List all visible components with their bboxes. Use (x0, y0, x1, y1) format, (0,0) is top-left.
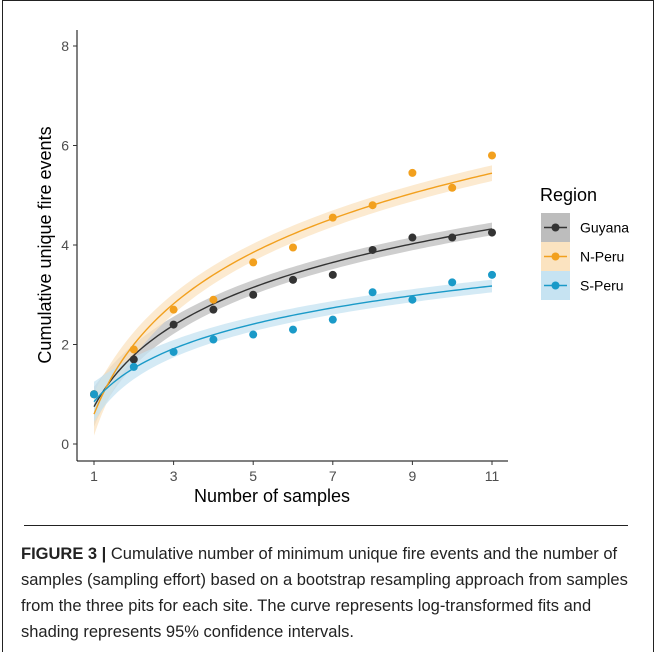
data-point-n-peru (129, 345, 138, 354)
data-point-n-peru (328, 213, 337, 222)
figure-caption: FIGURE 3 | Cumulative number of minimum … (21, 541, 641, 645)
legend-label: N-Peru (580, 249, 624, 265)
fit-line-s-peru (93, 285, 493, 403)
y-tick-label: 6 (61, 138, 69, 154)
data-point-guyana (368, 245, 377, 254)
ci-band-s-peru (94, 279, 492, 422)
data-point-guyana (169, 320, 178, 329)
x-tick-label: 3 (170, 468, 178, 484)
legend-key-point (551, 281, 560, 290)
x-ticks: 1 3 5 7 9 11 (90, 461, 499, 484)
data-point-guyana (289, 275, 297, 284)
data-point-n-peru (289, 243, 297, 252)
caption-divider (24, 525, 628, 526)
legend-key-point (551, 223, 560, 232)
data-point-guyana (209, 305, 218, 314)
x-tick-label: 11 (485, 468, 500, 484)
data-point-s-peru (169, 347, 178, 356)
legend-title: Region (540, 185, 597, 205)
data-point-s-peru (129, 362, 138, 371)
data-point-s-peru (448, 278, 457, 287)
legend-items: Guyana N-Peru S-Peru (541, 213, 629, 300)
caption-label: FIGURE 3 | (21, 545, 107, 563)
data-point-s-peru (328, 315, 337, 324)
data-point-s-peru (488, 270, 496, 279)
x-tick-label: 5 (249, 468, 257, 484)
y-tick-label: 0 (61, 436, 69, 452)
ci-band-n-peru (94, 165, 492, 436)
data-point-guyana (129, 355, 138, 364)
x-tick-label: 7 (329, 468, 337, 484)
fit-line-n-peru (93, 172, 493, 415)
y-tick-label: 8 (61, 38, 69, 54)
data-point-guyana (488, 228, 496, 237)
y-ticks: 0 2 4 6 8 (61, 38, 77, 452)
data-point-guyana (328, 270, 337, 279)
confidence-bands (94, 165, 492, 436)
legend-label: Guyana (580, 220, 629, 236)
data-point-guyana (448, 233, 457, 242)
data-point-guyana (249, 290, 258, 299)
chart: 0 2 4 6 8 1 3 5 7 9 11 Number of samples Cumulati… (35, 30, 629, 506)
x-axis-title: Number of samples (194, 486, 350, 506)
data-points (90, 151, 496, 399)
data-point-guyana (408, 233, 417, 242)
y-tick-label: 2 (61, 337, 69, 353)
data-point-s-peru (368, 288, 377, 297)
legend: Region Guyana N-Peru S-Peru (540, 185, 629, 300)
data-point-n-peru (368, 201, 377, 210)
y-axis-title: Cumulative unique fire events (35, 126, 55, 363)
legend-key-point (551, 252, 560, 261)
fit-line-guyana (93, 228, 493, 408)
data-point-n-peru (209, 295, 218, 304)
data-point-s-peru (289, 325, 297, 334)
data-point-n-peru (488, 151, 496, 160)
x-tick-label: 1 (90, 468, 98, 484)
data-point-s-peru (209, 335, 218, 344)
data-point-n-peru (408, 168, 417, 177)
data-point-n-peru (169, 305, 178, 314)
data-point-n-peru (249, 258, 258, 267)
data-point-s-peru (408, 295, 417, 304)
data-point-n-peru (448, 183, 457, 192)
caption-text: Cumulative number of minimum unique fire… (21, 545, 628, 641)
y-tick-label: 4 (61, 237, 69, 253)
fit-lines (93, 172, 493, 415)
data-point-s-peru (90, 390, 98, 399)
x-tick-label: 9 (409, 468, 417, 484)
axes: 0 2 4 6 8 1 3 5 7 9 11 (61, 30, 508, 484)
data-point-s-peru (249, 330, 258, 339)
legend-label: S-Peru (580, 278, 624, 294)
